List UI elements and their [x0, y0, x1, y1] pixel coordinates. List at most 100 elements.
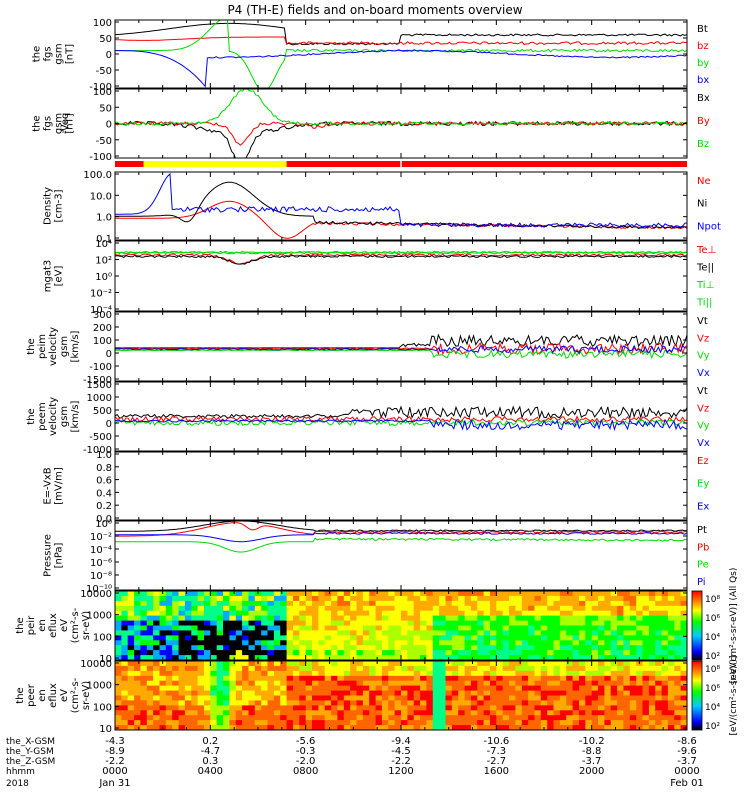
y-axis-label-fgs: the fgs gsm [nT]	[32, 43, 76, 64]
legend-entry-peim_velocity: Vz	[697, 333, 709, 344]
series-peim_velocity-Vy	[115, 348, 687, 360]
x-axis-value: -10.2	[579, 736, 605, 747]
y-axis-label-line: en	[37, 689, 48, 702]
y-axis-label-line: [mV/m]	[54, 467, 65, 505]
y-axis-label-density: Density [cm-3]	[43, 187, 65, 225]
legend-entry-fgs_fac: Bz	[697, 139, 709, 150]
colorbar-label: [eV/(cm²-s-sr-eV)] (All Qs)	[729, 568, 739, 684]
status-segment	[143, 161, 287, 167]
y-tick-label: 10⁴	[95, 239, 112, 250]
y-tick-label: -1500	[83, 375, 112, 386]
x-axis-value: -4.7	[201, 746, 221, 757]
legend-entry-peim_velocity: Vy	[697, 351, 710, 362]
legend-entry-peim_velocity: Vt	[697, 316, 708, 327]
series-pressure-Pb	[115, 522, 687, 537]
x-axis-value: -7.3	[487, 746, 507, 757]
x-axis-value: -2.2	[105, 756, 125, 767]
y-tick-label: 10⁻¹⁰	[86, 584, 112, 595]
y-axis-label-line: [eV]	[54, 266, 65, 287]
y-axis-label-line: peem	[37, 402, 48, 430]
y-tick-label: 0	[106, 419, 112, 430]
y-axis-label-line: the	[26, 338, 37, 354]
y-tick-label: 10⁻⁴	[90, 305, 112, 316]
spectrogram-peer_eflux	[115, 661, 687, 730]
y-tick-label: 10⁻⁸	[90, 571, 112, 582]
panel-density: Ne Ni Npot 100.0 10.0 1.0 0.1 Density [cm-3]	[43, 170, 721, 245]
legend-entry-density: Ni	[697, 199, 707, 210]
y-tick-label: 1000	[87, 393, 112, 404]
y-axis-label-line: [nPa]	[54, 542, 65, 568]
panel-frame	[114, 19, 688, 89]
colorbar-tick-label: 10²	[705, 652, 720, 662]
y-tick-label: -500	[89, 432, 112, 443]
colorbar-peer_eflux	[691, 660, 703, 731]
y-tick-label: 100	[93, 632, 112, 643]
x-axis-value: 0400	[198, 766, 223, 777]
legend-entry-efield: Ex	[697, 501, 709, 512]
series-density-Ne	[115, 200, 687, 239]
y-tick-label: 1000	[87, 681, 112, 692]
y-tick-label: -50	[96, 66, 112, 77]
legend-entry-peem_velocity: Vz	[697, 403, 709, 414]
legend-entry-fgs: bx	[697, 75, 709, 86]
y-axis-label-line: velocity	[48, 397, 59, 436]
y-axis-label-line: Pressure	[43, 534, 54, 577]
y-tick-label: 10	[99, 724, 112, 735]
x-axis-value: -2.2	[391, 756, 411, 767]
x-axis-value: -3.7	[677, 756, 697, 767]
y-axis-label-line: gsm	[59, 336, 70, 357]
y-tick-label: 1500	[87, 380, 112, 391]
date-end-label: Feb 01	[670, 778, 704, 789]
legend-entry-pressure: Pe	[697, 560, 709, 571]
x-axis-value: -4.5	[391, 746, 411, 757]
y-axis-label-line: [nT]	[65, 113, 76, 133]
y-tick-label: 100	[93, 336, 112, 347]
y-axis-label-line: peer	[26, 683, 37, 707]
x-axis-value: -8.6	[677, 736, 697, 747]
series-density-Npot	[115, 172, 687, 228]
y-tick-label: -50	[96, 136, 112, 147]
y-tick-label: 100	[93, 18, 112, 29]
status-segment	[115, 161, 144, 167]
y-axis-label-peir_eflux: the peir en eflux eV (cm²-s-sr-eV)	[15, 607, 92, 643]
colorbar-tick-label: 10²	[705, 722, 720, 732]
legend-entry-temperature: Ti⊥	[696, 280, 714, 291]
y-axis-label-line: the	[15, 617, 26, 633]
panel-fgs: Bt bz by bx 100 50 0 -50 -100 the fgs gsm [nT]	[32, 18, 710, 93]
y-axis-label-line: peir	[26, 615, 37, 635]
x-axis-value: -9.6	[677, 746, 697, 757]
y-axis-label-line: the	[32, 46, 43, 62]
y-tick-label: 200	[93, 323, 112, 334]
series-peem_velocity-Vy	[115, 418, 687, 427]
y-axis-label-line: eflux	[48, 613, 59, 638]
y-tick-label: 10⁻⁶	[90, 558, 112, 569]
panel-frame	[114, 171, 688, 241]
colorbar-peir_eflux	[691, 590, 703, 661]
y-tick-label: 10⁻⁴	[90, 545, 112, 556]
status-segment	[286, 161, 401, 167]
legend-entry-temperature: Ti||	[696, 298, 712, 309]
panel-fgs_fac: Bx By Bz 100 50 0 -50 -100 the fgs gsm [nT]-Veq	[32, 87, 710, 163]
y-axis-label-line: mgat3	[43, 260, 54, 293]
y-tick-label: 100	[93, 87, 112, 98]
y-axis-label-line: sr-eV)	[81, 681, 92, 710]
y-tick-label: 0.6	[96, 476, 112, 487]
x-axis-value: -8.8	[582, 746, 602, 757]
y-tick-label: 50	[99, 34, 112, 45]
legend-entry-fgs: Bt	[697, 24, 708, 35]
x-axis-value: -4.3	[105, 736, 125, 747]
x-axis-row-label: the_Z-GSM	[6, 757, 55, 767]
series-peem_velocity-Vx	[115, 418, 687, 432]
colorbar-tick-label: 10⁸	[705, 665, 720, 675]
series-pressure-Pe	[115, 537, 687, 553]
panel-pressure: Pt Pb Pe Pi 10⁰ 10⁻² 10⁻⁴ 10⁻⁶ 10⁻⁸ 10⁻¹⁰ Pressure…	[43, 519, 710, 595]
y-axis-label-line: en	[37, 619, 48, 632]
x-axis-value: 0000	[102, 766, 127, 777]
y-axis-label-line: Density	[43, 187, 54, 225]
y-axis-label-line: [nT]	[65, 44, 76, 64]
status-bar	[115, 161, 687, 167]
y-tick-label: 10²	[95, 256, 112, 267]
y-tick-label: 1000	[87, 611, 112, 622]
